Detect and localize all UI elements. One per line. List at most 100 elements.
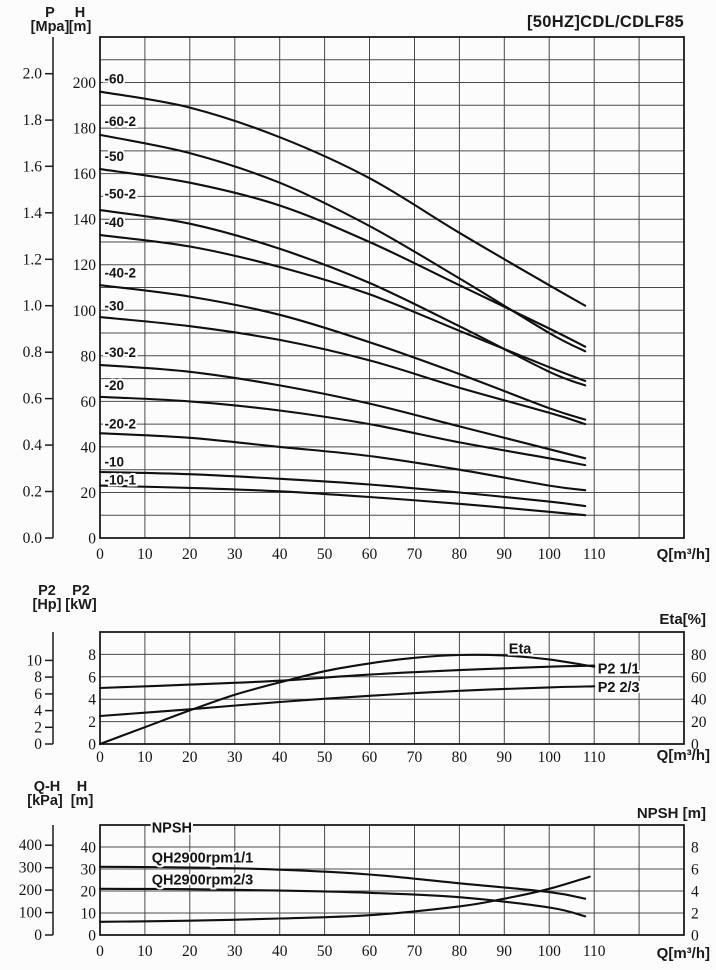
main-outer-tick-label: 1.8: [23, 112, 43, 129]
main-x-tick-label: 40: [272, 546, 288, 563]
main-gridlines: [100, 37, 684, 538]
qh-x-tick-label: 100: [538, 943, 562, 960]
curve-label-40: -40: [105, 215, 125, 230]
main-outer-tick-label: 1.6: [23, 158, 43, 175]
curve-p2-1-1: [98, 664, 596, 690]
sheet-title: [50HZ]CDL/CDLF85: [527, 13, 684, 31]
qh-inner-tick-label: 20: [81, 884, 97, 901]
qh-x-tick-label: 90: [497, 943, 513, 960]
power-x-tick-label: 10: [137, 749, 153, 766]
curve-label-20-2: -20-2: [105, 417, 137, 432]
power-x-tick-label: 70: [407, 749, 423, 766]
curve-npsh: [98, 875, 591, 923]
eta-axis-label: Eta[%]: [659, 611, 706, 628]
main-outer-tick-label: 1.2: [23, 251, 42, 268]
curve-60: [98, 90, 587, 307]
curve-label-eta: Eta: [509, 641, 533, 657]
main-outer-tick-label: 2.0: [23, 66, 43, 83]
qh-kpa-axis-unit: [kPa]: [27, 793, 63, 809]
main-inner-tick-label: 180: [73, 121, 97, 138]
power-x-tick-label: 50: [317, 749, 333, 766]
curve-20-2: [98, 432, 587, 492]
main-p-axis-name: P: [45, 5, 55, 21]
power-outer-tick-label: 10: [27, 652, 43, 669]
main-outer-tick-label: 0.6: [23, 391, 43, 408]
curve-label-qh2900rpm1-1: QH2900rpm1/1: [152, 850, 254, 866]
power-kw-axis-name: P2: [72, 583, 90, 599]
power-inner-tick-label: 8: [88, 647, 96, 664]
curve-label-60-2: -60-2: [105, 114, 137, 129]
curve-30: [98, 316, 587, 426]
main-outer-tick-label: 0.8: [23, 344, 43, 361]
power-plot-frame: [99, 631, 685, 745]
main-x-tick-label: 30: [227, 546, 243, 563]
main-h-axis-unit: [m]: [68, 19, 92, 35]
curve-label-qh2900rpm2-3: QH2900rpm2/3: [152, 872, 254, 888]
curve-10: [98, 470, 587, 508]
curve-10-1: [98, 484, 587, 517]
qh-outer-tick-label: 100: [19, 905, 43, 922]
main-inner-tick-label: 60: [81, 394, 97, 411]
qh-outer-tick-label: 400: [19, 837, 43, 854]
main-x-tick-label: 50: [317, 546, 333, 563]
power-x-tick-label: 0: [96, 749, 104, 766]
curve-label-30-2: -30-2: [105, 345, 137, 360]
curve-50: [98, 168, 587, 348]
main-outer-tick-label: 0.0: [23, 530, 43, 547]
power-outer-tick-label: 8: [34, 669, 42, 686]
power-x-tick-label: 30: [227, 749, 243, 766]
power-inner-tick-label: 4: [88, 692, 96, 709]
main-inner-tick-label: 120: [73, 257, 97, 274]
power-x-tick-label: 80: [452, 749, 468, 766]
main-inner-tick-label: 40: [81, 439, 97, 456]
power-outer-tick-label: 4: [34, 703, 42, 720]
main-inner-tick-label: 80: [81, 348, 97, 365]
curve-qh2900rpm1-1: [98, 865, 587, 900]
qh-h-axis-unit: [m]: [70, 793, 94, 809]
main-x-tick-label: 110: [583, 546, 606, 563]
qh-inner-tick-label: 10: [81, 906, 97, 923]
power-hp-axis-name: P2: [38, 583, 56, 599]
qh-x-tick-label: 110: [583, 943, 606, 960]
curve-eta: [98, 653, 596, 746]
qh-x-tick-label: 50: [317, 943, 333, 960]
power-outer-tick-label: 6: [34, 686, 42, 703]
qh-plot-frame: [99, 824, 685, 936]
main-x-tick-label: 80: [452, 546, 468, 563]
qh-right-tick-label: 4: [691, 884, 699, 901]
main-outer-tick-label: 0.4: [23, 437, 43, 454]
power-outer-tick-label: 2: [34, 719, 42, 736]
main-x-tick-label: 0: [96, 546, 104, 563]
curve-50-2: [98, 209, 587, 387]
main-h-axis-name: H: [74, 5, 86, 21]
curve-label-10: -10: [105, 454, 125, 469]
power-right-tick-label: 0: [691, 737, 699, 754]
power-right-tick-label: 40: [691, 692, 707, 709]
power-hp-axis-unit: [Hp]: [32, 597, 62, 613]
main-inner-tick-label: 140: [73, 212, 97, 229]
main-x-tick-label: 70: [407, 546, 423, 563]
main-outer-tick-label: 1.4: [23, 205, 43, 222]
qh-x-tick-label: 70: [407, 943, 423, 960]
qh-h-axis-name: H: [76, 779, 88, 795]
curve-40: [98, 234, 587, 382]
qh-x-tick-label: 30: [227, 943, 243, 960]
qh-right-tick-label: 2: [691, 906, 699, 923]
qh-x-tick-label: 0: [96, 943, 104, 960]
qh-outer-tick-label: 0: [34, 927, 42, 944]
curve-label-p2-2-3: P2 2/3: [598, 680, 640, 696]
main-inner-tick-label: 100: [73, 303, 97, 320]
main-inner-tick-label: 20: [81, 485, 97, 502]
qh-x-tick-label: 40: [272, 943, 288, 960]
main-plot-frame: [99, 36, 685, 539]
curve-label-10-1: -10-1: [105, 473, 137, 488]
main-outer-tick-label: 1.0: [23, 298, 43, 315]
power-x-tick-label: 40: [272, 749, 288, 766]
qh-x-tick-label: 10: [137, 943, 153, 960]
main-x-tick-label: 60: [362, 546, 378, 563]
power-inner-tick-label: 0: [88, 737, 96, 754]
qh-right-tick-label: 6: [691, 862, 699, 879]
power-right-tick-label: 20: [691, 714, 707, 731]
main-x-tick-label: 90: [497, 546, 513, 563]
